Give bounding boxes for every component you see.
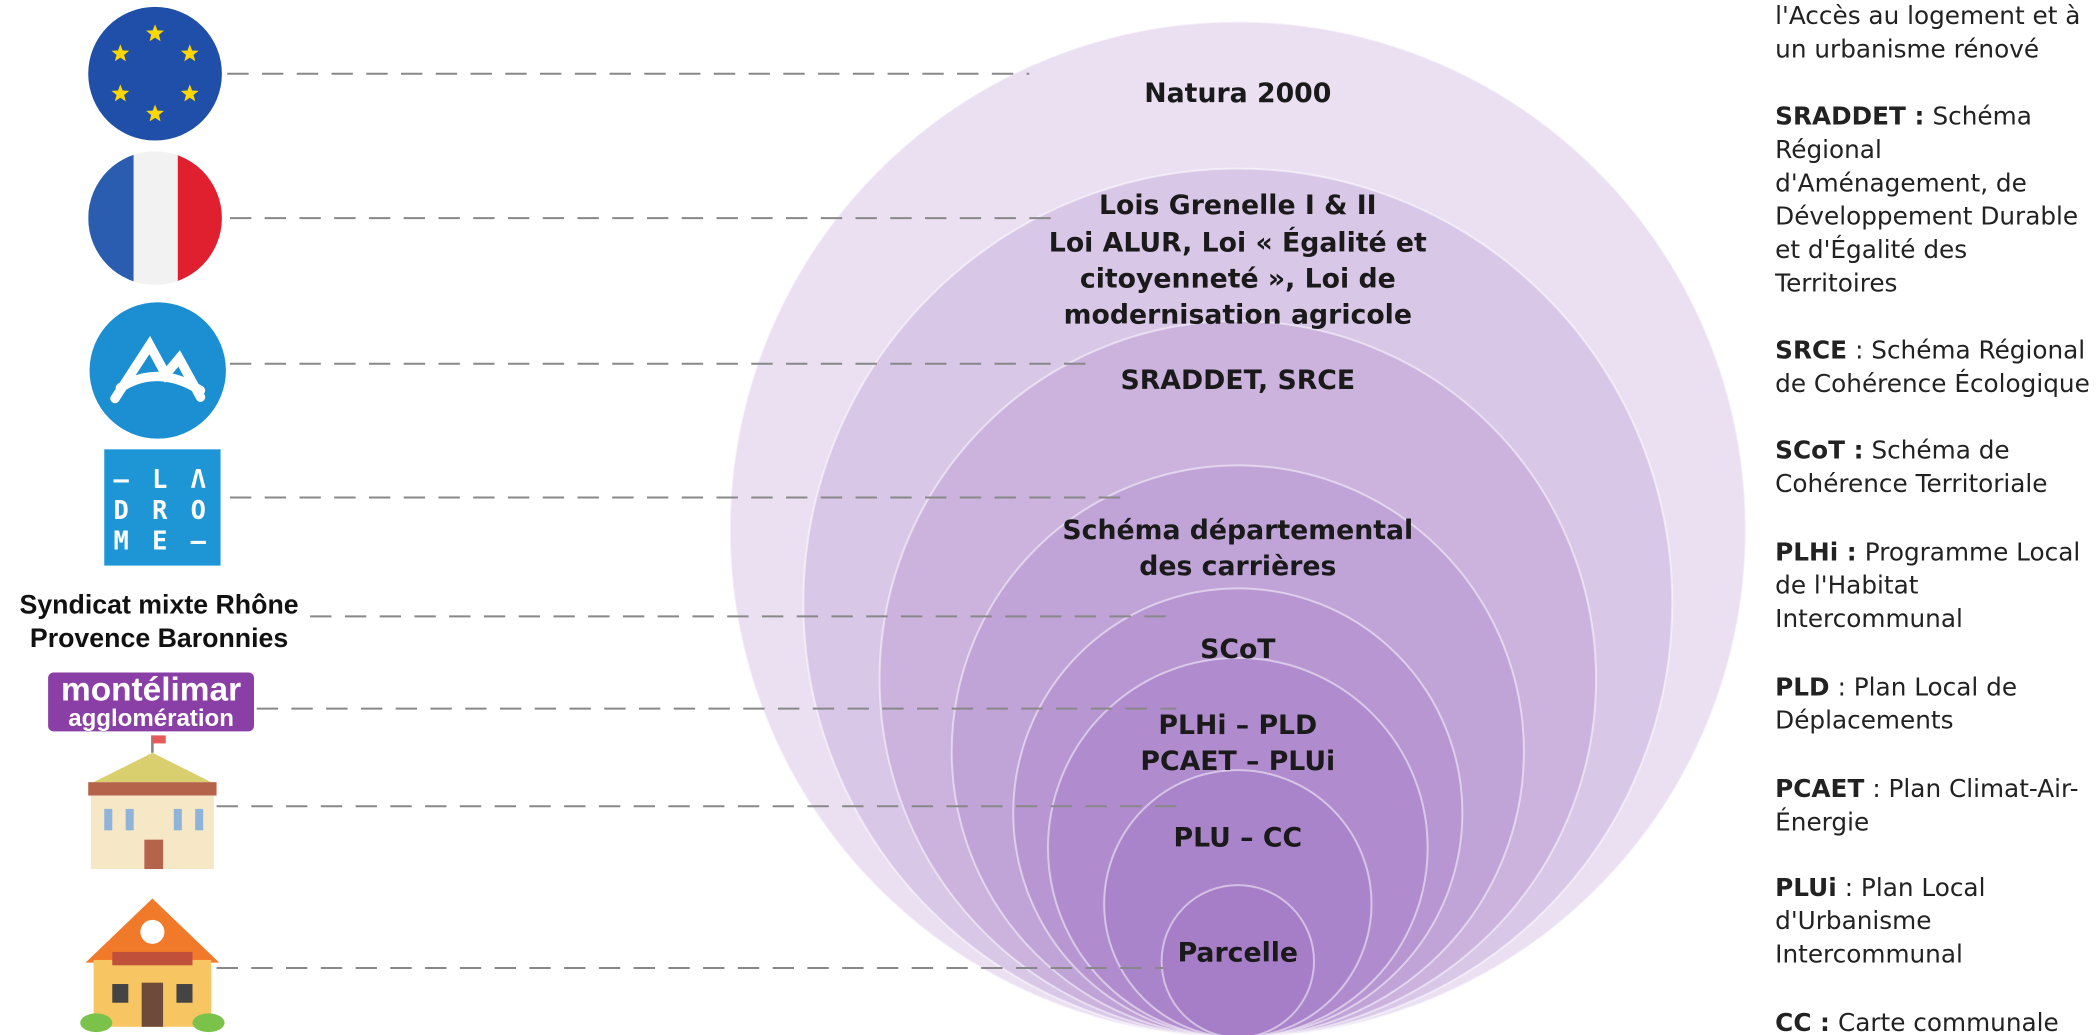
- level-label: citoyenneté », Loi de: [1080, 264, 1396, 295]
- drome-line: – L Λ: [114, 464, 210, 494]
- level-label: Schéma départemental: [1062, 515, 1413, 546]
- circles: [729, 20, 1747, 1035]
- glossary-term: SRCE: [1775, 335, 1847, 364]
- level-label: Lois Grenelle I & II: [1099, 190, 1377, 221]
- glossary-term: SCoT :: [1775, 436, 1863, 465]
- level-circle: [1012, 587, 1464, 1035]
- glossary-line: l'Accès au logement et à: [1775, 1, 2080, 30]
- level-label: PLHi – PLD: [1158, 710, 1317, 741]
- level-circle: [878, 320, 1597, 1035]
- eu-stars: [111, 24, 199, 122]
- logos: – L ΛD R OM E – Syndicat mixte RhôneProv…: [20, 6, 299, 1033]
- eu-star: [180, 44, 199, 62]
- syndicat-line: Provence Baronnies: [30, 623, 288, 653]
- house-icon: [80, 898, 225, 1033]
- level-label: Natura 2000: [1144, 78, 1331, 109]
- glossary-entry: PLHi : Programme Local: [1775, 537, 2080, 566]
- glossary-text: Régional: [1775, 135, 1882, 164]
- region-logo: [89, 302, 226, 439]
- glossary-text: Programme Local: [1865, 537, 2081, 566]
- level-circle: [729, 20, 1747, 1035]
- syndicat-line: Syndicat mixte Rhône: [20, 590, 299, 620]
- glossary-term: SRADDET :: [1775, 102, 1924, 131]
- glossary-term: PLHi :: [1775, 537, 1857, 566]
- glossary-text: Schéma de: [1871, 436, 2009, 465]
- level-circle: [950, 464, 1525, 1035]
- glossary-term: CC :: [1775, 1008, 1830, 1035]
- glossary-text: Territoires: [1774, 269, 1897, 298]
- eu-star: [146, 104, 165, 122]
- drome-line: D R O: [114, 495, 210, 525]
- drome-logo: [104, 449, 221, 566]
- glossary-entry: CC : Carte communale: [1775, 1008, 2059, 1035]
- connector-lines: [216, 72, 1190, 969]
- glossary-text: de Cohérence Écologique: [1775, 369, 2090, 398]
- glossary-text: : Schéma Régional: [1855, 335, 2085, 364]
- glossary-text: Énergie: [1775, 807, 1869, 836]
- eu-star: [146, 24, 165, 42]
- level-label: Parcelle: [1178, 937, 1298, 968]
- glossary-entry: SCoT : Schéma de: [1775, 436, 2009, 465]
- glossary-text: Carte communale: [1838, 1008, 2059, 1035]
- level-label: SRADDET, SRCE: [1120, 365, 1355, 396]
- level-labels: Natura 2000 Lois Grenelle I & II Loi ALUR,…: [1049, 78, 1427, 969]
- region-mark: [110, 335, 206, 404]
- montelimar-line: agglomération: [68, 705, 234, 732]
- eu-star: [111, 84, 130, 102]
- glossary-term: PCAET: [1775, 774, 1864, 803]
- level-label: Loi ALUR, Loi « Égalité et: [1049, 226, 1427, 258]
- glossary: l'Accès au logement et à un urbanisme rén…: [1774, 1, 2090, 1035]
- eu-flag: [88, 6, 222, 141]
- level-circle: [1103, 769, 1373, 1035]
- glossary-text: Schéma: [1932, 102, 2031, 131]
- drome-line: M E –: [114, 526, 210, 556]
- glossary-text: Développement Durable: [1775, 202, 2078, 231]
- france-flag: [88, 151, 222, 285]
- montelimar-bg: [48, 672, 254, 732]
- level-circle: [802, 167, 1674, 1035]
- drome-text: – L ΛD R OM E –: [114, 464, 210, 556]
- glossary-text: : Plan Climat-Air-: [1872, 774, 2078, 803]
- glossary-entry: PLD : Plan Local de: [1775, 672, 2017, 701]
- glossary-term: PLD: [1775, 672, 1829, 701]
- eu-star: [180, 84, 199, 102]
- glossary-text: Cohérence Territoriale: [1775, 469, 2047, 498]
- glossary-line: un urbanisme rénové: [1775, 35, 2039, 64]
- glossary-text: d'Urbanisme: [1775, 906, 1931, 935]
- glossary-text: de l'Habitat: [1775, 571, 1919, 600]
- glossary-text: Intercommunal: [1775, 604, 1963, 633]
- level-label: PLU – CC: [1174, 822, 1303, 853]
- glossary-text: Intercommunal: [1775, 940, 1963, 969]
- level-label: des carrières: [1139, 551, 1336, 582]
- glossary-term: PLUi: [1775, 873, 1837, 902]
- montelimar-line: montélimar: [61, 672, 241, 709]
- level-label: SCoT: [1200, 634, 1276, 665]
- glossary-text: : Plan Local: [1845, 873, 1986, 902]
- level-label: PCAET – PLUi: [1140, 746, 1335, 777]
- level-circle: [1047, 656, 1429, 1035]
- glossary-text: et d'Égalité des: [1775, 235, 1967, 264]
- eu-star: [111, 44, 130, 62]
- glossary-entry: PCAET : Plan Climat-Air-: [1775, 774, 2078, 803]
- glossary-text: : Plan Local de: [1838, 672, 2017, 701]
- glossary-entry: PLUi : Plan Local: [1775, 873, 1985, 902]
- level-circle: [1160, 884, 1315, 1035]
- glossary-entry: SRADDET : Schéma: [1775, 102, 2032, 131]
- glossary-text: Déplacements: [1775, 706, 1953, 735]
- town-hall-icon: [88, 735, 217, 870]
- glossary-text: d'Aménagement, de: [1775, 168, 2027, 197]
- glossary-entry: SRCE : Schéma Régional: [1775, 335, 2085, 364]
- level-label: modernisation agricole: [1064, 300, 1412, 331]
